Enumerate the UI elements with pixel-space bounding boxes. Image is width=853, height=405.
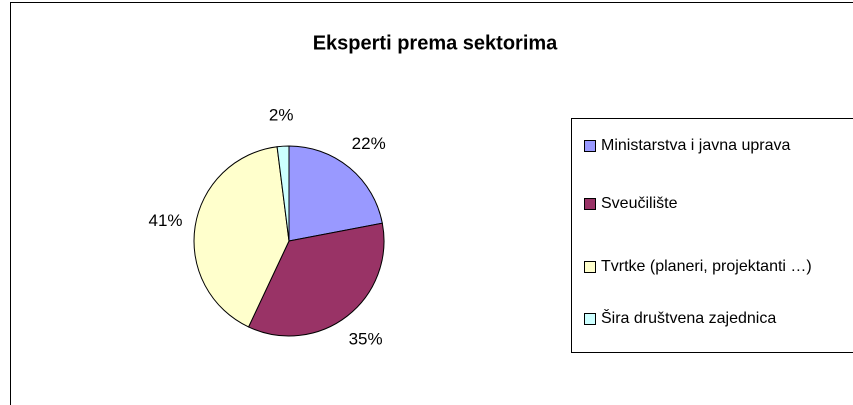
legend: Ministarstva i javna uprava Sveučilište Tv… — [571, 118, 853, 353]
pie-slice — [288, 145, 383, 242]
legend-label: Tvrtke (planeri, projektanti …) — [601, 258, 812, 275]
data-label: 2% — [269, 106, 294, 125]
legend-label: Ministarstva i javna uprava — [601, 137, 791, 154]
legend-label: Šira društvena zajednica — [601, 310, 777, 327]
data-label: 35% — [349, 329, 383, 348]
legend-item: Tvrtke (planeri, projektanti …) — [584, 255, 816, 278]
legend-item: Ministarstva i javna uprava — [584, 134, 816, 157]
data-label: 22% — [352, 134, 386, 153]
legend-swatch — [584, 140, 596, 152]
legend-swatch — [584, 198, 596, 210]
pie-slice — [247, 222, 385, 337]
legend-item: Sveučilište — [584, 192, 816, 215]
pie-slice — [193, 146, 290, 328]
legend-swatch — [584, 313, 596, 325]
chart-title: Eksperti prema sektorima — [313, 32, 558, 54]
data-label: 41% — [149, 211, 183, 230]
legend-label: Sveučilište — [601, 195, 678, 212]
legend-swatch — [584, 261, 596, 273]
legend-item: Šira društvena zajednica — [584, 307, 776, 330]
pie-slice — [276, 145, 290, 242]
